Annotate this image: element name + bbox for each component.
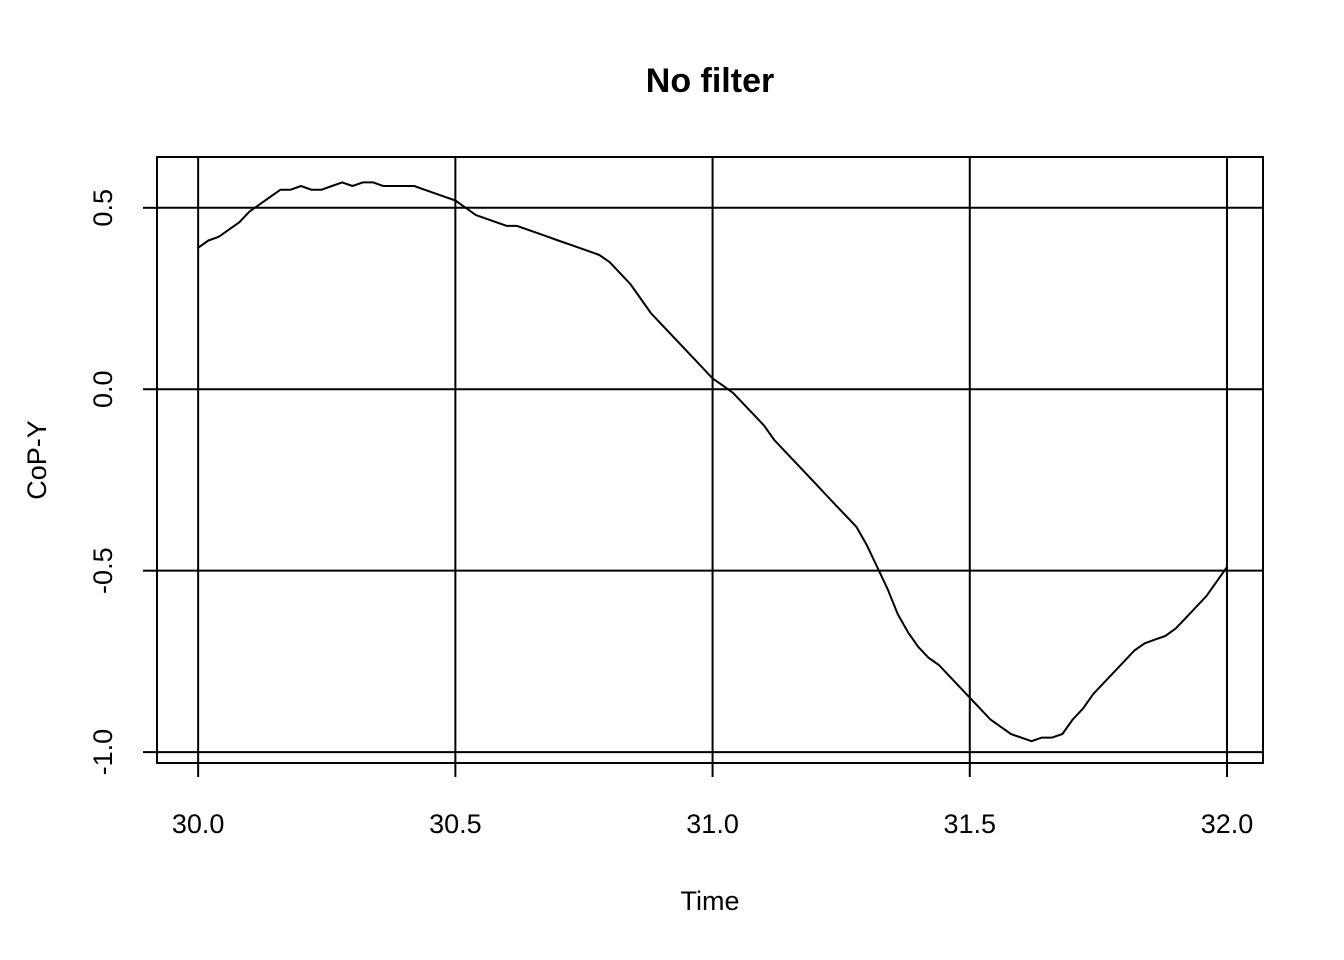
plot-frame: [156, 156, 1264, 764]
y-axis-label: CoP-Y: [22, 420, 52, 500]
grid: [157, 157, 1263, 763]
x-tick-label: 30.5: [429, 809, 482, 839]
x-axis-label: Time: [681, 886, 740, 916]
y-axis: -1.0 -0.5 0.0 0.5: [88, 189, 157, 775]
series-line: [197, 181, 1228, 743]
y-tick-label: 0.5: [88, 189, 118, 227]
x-tick-label: 30.0: [172, 809, 225, 839]
series-layer: [197, 181, 1228, 743]
x-axis: 30.0 30.5 31.0 31.5 32.0: [172, 763, 1253, 839]
y-tick-label: -1.0: [88, 729, 118, 776]
y-tick-label: 0.0: [88, 370, 118, 408]
x-tick-label: 31.0: [686, 809, 739, 839]
chart-title: No filter: [646, 62, 774, 100]
x-tick-label: 31.5: [944, 809, 997, 839]
y-tick-label: -0.5: [88, 547, 118, 594]
x-tick-label: 32.0: [1201, 809, 1254, 839]
